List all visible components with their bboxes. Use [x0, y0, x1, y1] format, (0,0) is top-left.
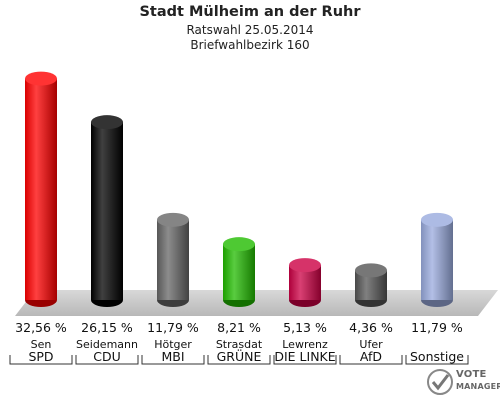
logo-text-vote: VOTE — [456, 369, 487, 380]
candidate-label: Lewrenz — [282, 338, 328, 351]
bar-6-cap — [355, 263, 387, 278]
bar-7-cap — [421, 212, 453, 227]
value-label: 26,15 % — [81, 320, 133, 335]
bar-4 — [223, 237, 255, 307]
candidate-label: Ufer — [359, 338, 383, 351]
value-label: 11,79 % — [411, 320, 463, 335]
value-label: 32,56 % — [15, 320, 67, 335]
party-bracket — [141, 355, 205, 365]
chart-title: Stadt Mülheim an der Ruhr — [139, 4, 361, 20]
candidate-label: Strasdat — [216, 338, 263, 351]
bar-2 — [91, 115, 123, 307]
bar-7-body — [421, 219, 453, 300]
bars — [25, 71, 453, 307]
bar-3 — [157, 212, 189, 307]
vote-manager-logo — [426, 367, 500, 397]
value-label: 8,21 % — [217, 320, 261, 335]
party-bracket — [9, 355, 73, 365]
candidate-label: Hötger — [154, 338, 192, 351]
checkmark-icon — [427, 369, 453, 395]
chart-subtitle: Ratswahl 25.05.2014 — [186, 23, 314, 37]
party-bracket — [405, 355, 469, 365]
party-bracket — [207, 355, 271, 365]
bar-3-cap — [157, 212, 189, 227]
bar-4-body — [223, 244, 255, 300]
bar-4-cap — [223, 237, 255, 252]
bar-1-cap — [25, 71, 57, 86]
value-label: 11,79 % — [147, 320, 199, 335]
party-label: AfD — [360, 349, 382, 364]
bar-1 — [25, 71, 57, 307]
bar-5 — [289, 258, 321, 307]
bar-5-cap — [289, 258, 321, 273]
value-label: 5,13 % — [283, 320, 327, 335]
party-bracket — [339, 355, 403, 365]
candidate-label: Sen — [31, 338, 52, 351]
bar-2-cap — [91, 115, 123, 130]
candidate-label: Seidemann — [76, 338, 138, 351]
party-label: CDU — [93, 349, 121, 364]
party-label: MBI — [161, 349, 184, 364]
bar-2-body — [91, 122, 123, 301]
bar-6 — [355, 263, 387, 307]
party-label: SPD — [28, 349, 53, 364]
party-label: DIE LINKE — [274, 349, 335, 364]
bar-3-body — [157, 219, 189, 300]
party-label: Sonstige — [410, 349, 464, 364]
party-bracket — [75, 355, 139, 365]
bar-1-body — [25, 78, 57, 300]
chart-subtitle-district: Briefwahlbezirk 160 — [190, 38, 310, 52]
logo-text-manager: MANAGER — [456, 382, 500, 391]
bar-7 — [421, 212, 453, 307]
party-label: GRÜNE — [217, 348, 262, 364]
party-bracket — [273, 355, 337, 365]
value-label: 4,36 % — [349, 320, 393, 335]
